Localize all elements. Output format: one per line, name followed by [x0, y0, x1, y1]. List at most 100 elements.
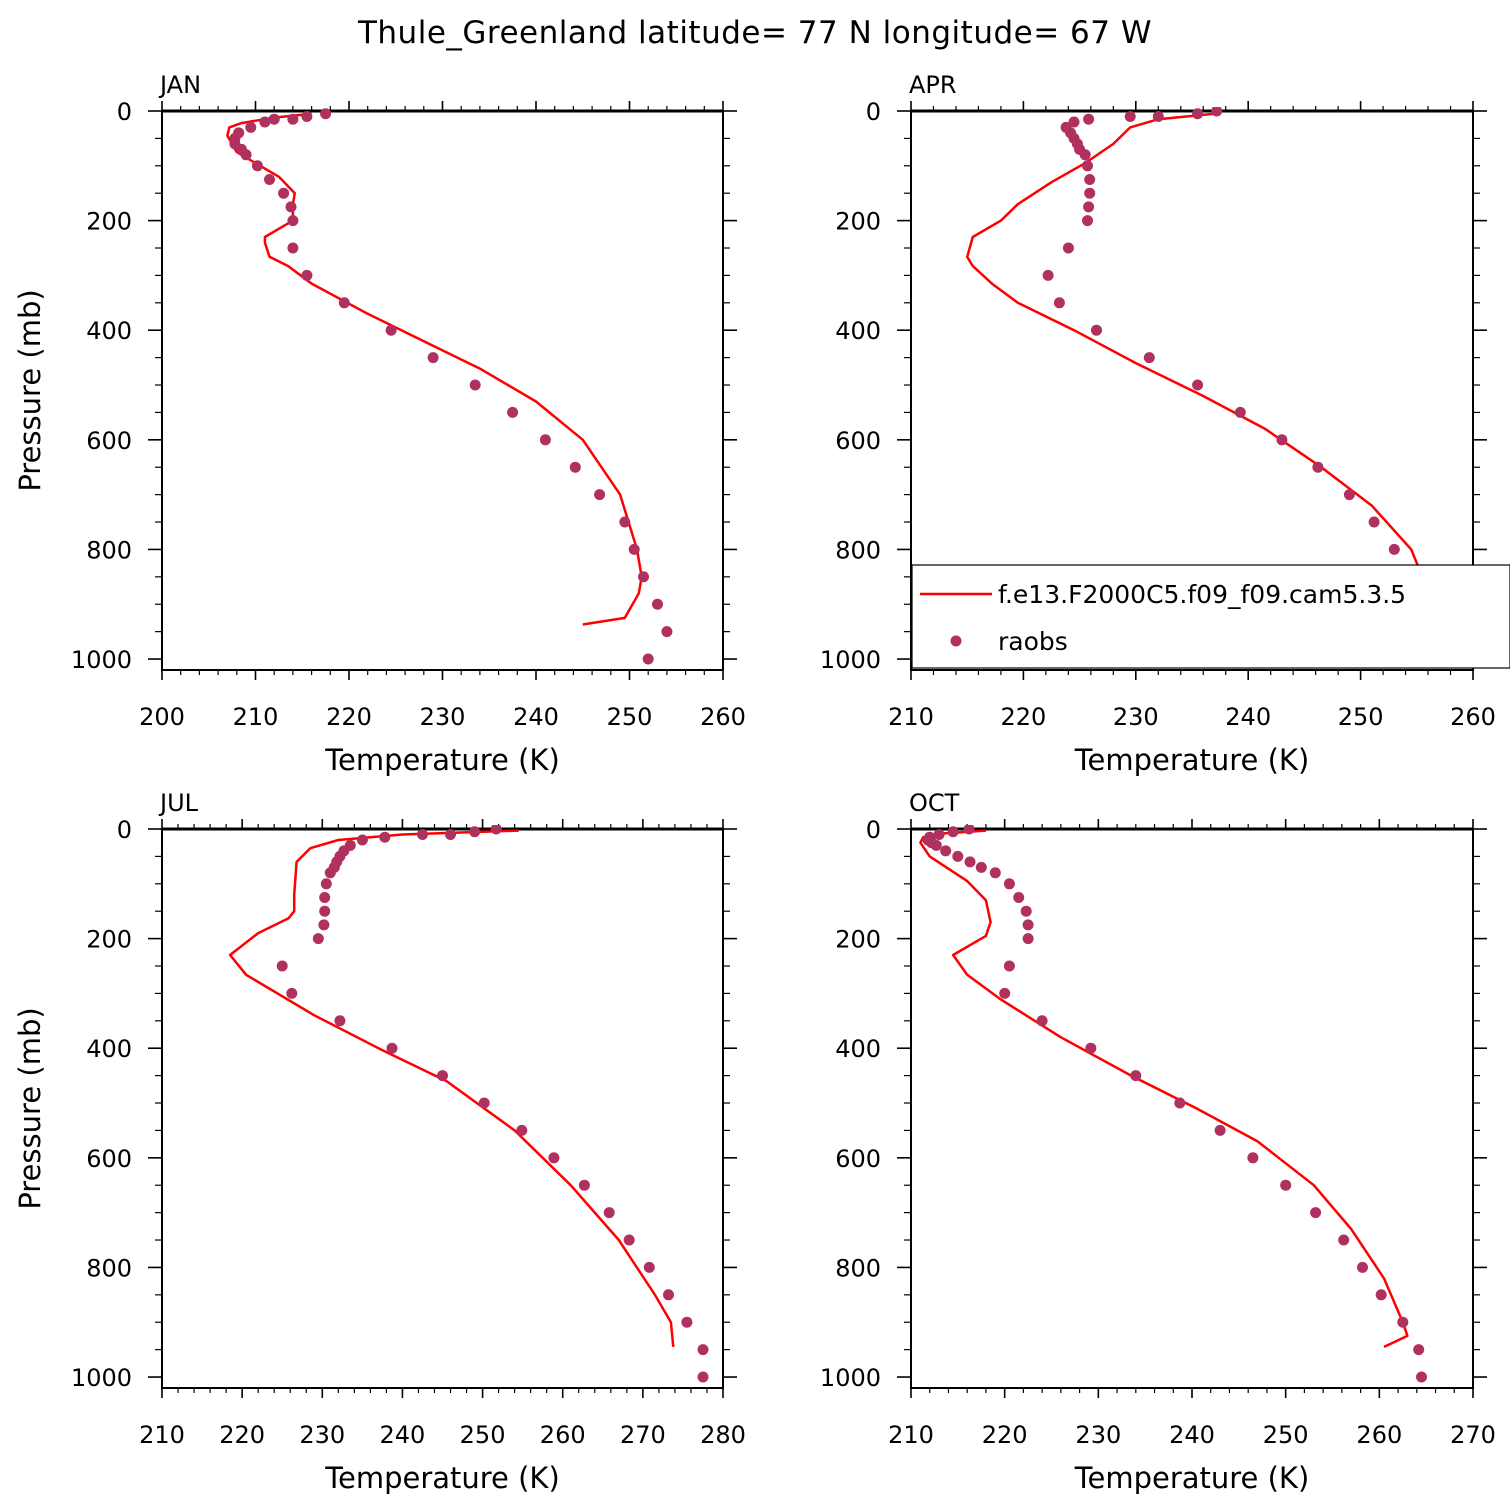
y-tick-label: 400	[86, 1035, 132, 1063]
obs-point	[320, 878, 332, 890]
obs-point	[437, 1070, 448, 1082]
y-tick-label: 400	[86, 317, 132, 345]
plot-data	[226, 108, 673, 665]
y-tick-label: 400	[835, 1035, 881, 1063]
x-tick-label: 220	[326, 703, 372, 731]
x-tick-label: 270	[1450, 1421, 1496, 1449]
obs-point	[594, 489, 606, 501]
obs-point	[578, 1179, 590, 1191]
obs-point	[924, 831, 936, 843]
obs-point	[268, 113, 280, 125]
x-tick-label: 240	[1169, 1421, 1215, 1449]
y-tick-label: 1000	[71, 646, 132, 674]
y-tick-label: 0	[117, 816, 132, 844]
y-tick-label: 400	[835, 317, 881, 345]
y-tick-label: 1000	[820, 646, 881, 674]
y-tick-label: 600	[835, 1145, 881, 1173]
x-tick-label: 220	[1000, 703, 1046, 731]
x-tick-label: 280	[700, 1421, 746, 1449]
obs-point	[1085, 1042, 1097, 1054]
obs-point	[490, 825, 502, 835]
obs-point	[427, 352, 439, 364]
y-tick-label: 600	[835, 427, 881, 455]
x-tick-label: 260	[700, 703, 746, 731]
obs-point	[379, 831, 391, 843]
x-tick-label: 250	[1338, 703, 1384, 731]
obs-point	[697, 1371, 709, 1383]
x-tick-label: 230	[420, 703, 466, 731]
obs-point	[1082, 215, 1093, 227]
obs-point	[963, 825, 975, 835]
legend-model-label: f.e13.F2000C5.f09_f09.cam5.3.5	[998, 580, 1406, 609]
model-profile-line	[228, 829, 675, 1348]
obs-point	[301, 111, 313, 122]
obs-point	[952, 850, 964, 862]
y-tick-label: 800	[86, 1254, 132, 1282]
obs-point	[1413, 1344, 1425, 1356]
x-tick-label: 270	[620, 1421, 666, 1449]
panels: 200 210 220 230 240 250 260 0 200 400 600 800 1000 JA…	[13, 71, 1496, 1495]
obs-point	[516, 1124, 528, 1136]
obs-point	[417, 829, 428, 840]
y-tick-label: 800	[86, 536, 132, 564]
obs-point	[1091, 324, 1102, 336]
x-tick-label: 260	[1356, 1421, 1402, 1449]
x-tick-label: 240	[1225, 703, 1271, 731]
y-tick-label: 800	[835, 536, 881, 564]
x-tick-label: 250	[607, 703, 653, 731]
obs-point	[320, 108, 332, 120]
y-tick-label: 200	[86, 208, 132, 236]
obs-point	[1174, 1097, 1186, 1109]
obs-point	[286, 987, 298, 999]
x-axis-label: Temperature (K)	[324, 743, 560, 777]
x-tick-label: 250	[1263, 1421, 1309, 1449]
obs-point	[287, 113, 299, 125]
obs-point	[964, 856, 976, 868]
plot-data	[228, 825, 709, 1383]
obs-point	[1368, 516, 1380, 528]
obs-point	[1234, 406, 1246, 418]
obs-point	[338, 297, 350, 309]
obs-point	[1003, 878, 1015, 890]
y-tick-label: 600	[86, 1145, 132, 1173]
obs-point	[344, 839, 356, 851]
obs-point	[319, 892, 331, 903]
obs-point	[478, 1097, 490, 1109]
obs-point	[1130, 1070, 1142, 1082]
panel-title: APR	[909, 71, 957, 99]
obs-point	[1083, 201, 1095, 213]
obs-point	[1042, 269, 1054, 281]
x-tick-label: 210	[139, 1421, 185, 1449]
x-tick-label: 210	[888, 1421, 934, 1449]
panel-title: JAN	[158, 71, 201, 99]
obs-point	[989, 867, 1001, 879]
obs-point	[469, 826, 481, 838]
obs-point	[1388, 543, 1400, 555]
obs-point	[233, 127, 245, 139]
x-tick-label: 210	[888, 703, 934, 731]
obs-point	[1280, 1179, 1292, 1191]
obs-point	[623, 1234, 635, 1246]
obs-point	[356, 834, 368, 846]
legend: f.e13.F2000C5.f09_f09.cam5.3.5 raobs	[911, 564, 1510, 669]
model-profile-line	[919, 829, 1409, 1349]
obs-point	[251, 160, 263, 172]
obs-point	[548, 1152, 560, 1164]
x-tick-label: 240	[513, 703, 559, 731]
obs-point	[259, 116, 271, 128]
x-tick-label: 260	[1450, 703, 1496, 731]
y-tick-label: 0	[117, 98, 132, 126]
obs-point	[975, 861, 987, 873]
model-profile-line	[965, 112, 1424, 629]
legend-obs-label: raobs	[998, 627, 1068, 656]
obs-point	[1084, 174, 1096, 185]
obs-point	[1338, 1234, 1350, 1246]
x-axis-label: Temperature (K)	[1074, 1461, 1310, 1495]
obs-point	[1062, 242, 1074, 254]
panel-title: OCT	[909, 789, 960, 817]
obs-point	[1082, 160, 1093, 172]
panel-oct: 210 220 230 240 250 260 270 0 200 400 600 800 1000 OC…	[820, 789, 1496, 1495]
obs-point	[947, 826, 959, 838]
